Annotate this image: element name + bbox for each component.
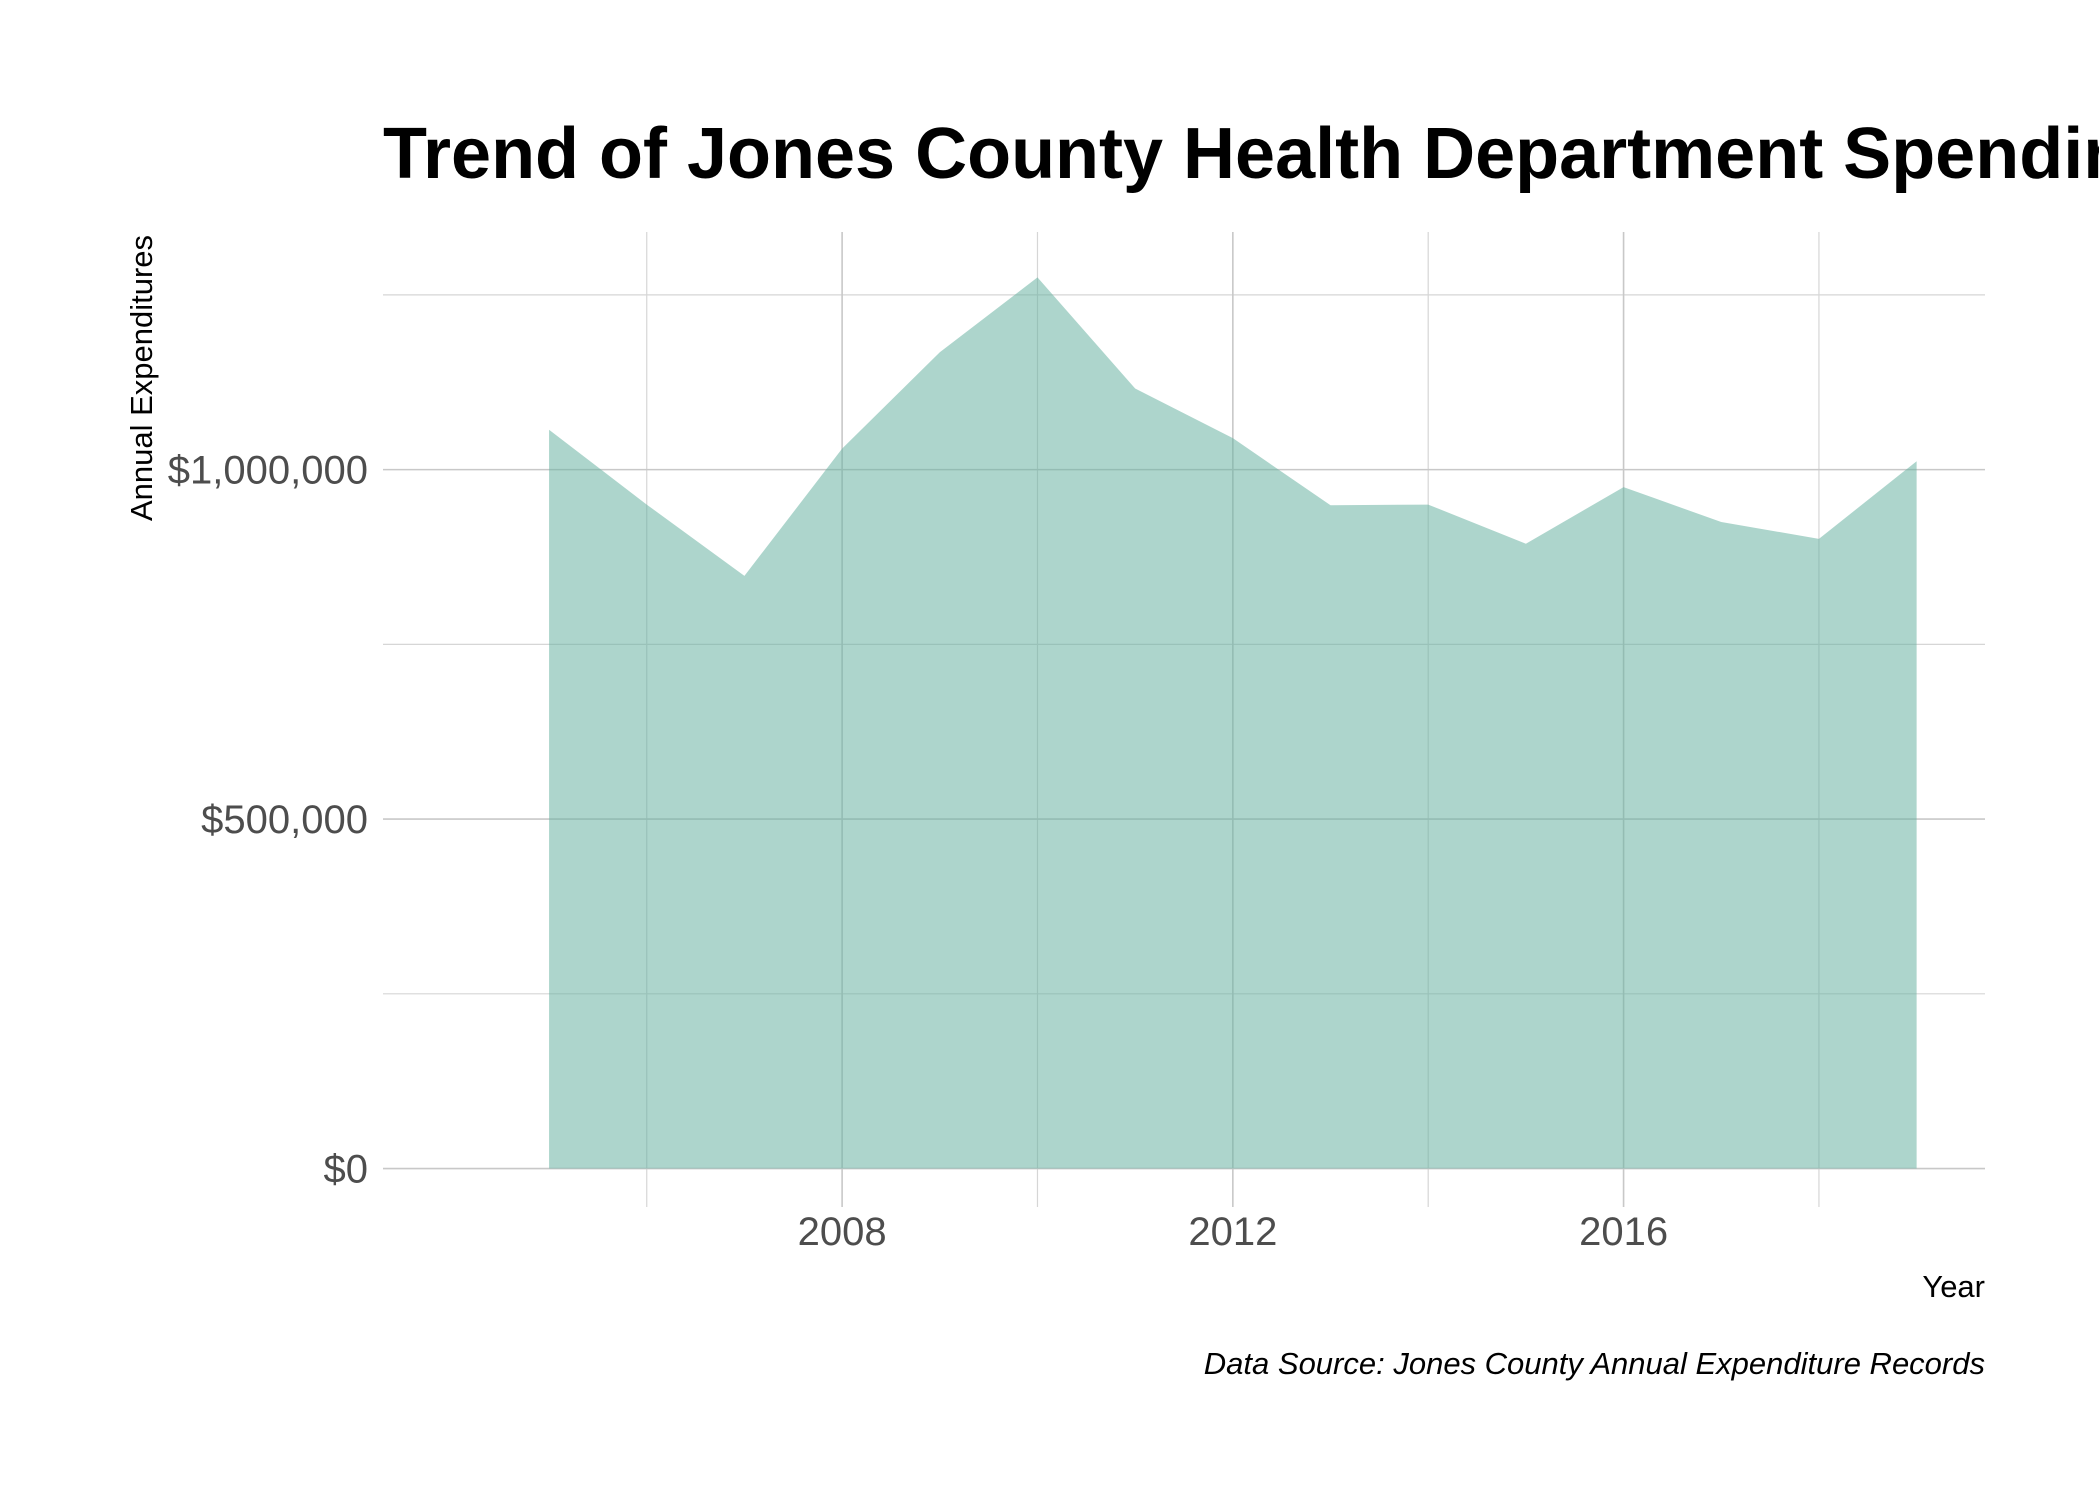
y-tick-label: $500,000 — [201, 798, 368, 842]
chart-caption: Data Source: Jones County Annual Expendi… — [1204, 1346, 1985, 1381]
y-axis-label: Annual Expenditures — [124, 235, 159, 521]
chart-title: Trend of Jones County Health Department … — [383, 114, 2099, 194]
area-series — [549, 277, 1917, 1169]
x-tick-label: 2012 — [1188, 1210, 1277, 1254]
y-tick-label: $0 — [324, 1148, 369, 1192]
x-axis-label: Year — [1922, 1269, 1985, 1304]
x-tick-label: 2016 — [1579, 1210, 1668, 1254]
area-fill — [549, 277, 1917, 1169]
y-tick-label: $1,000,000 — [168, 449, 368, 493]
x-tick-label: 2008 — [798, 1210, 887, 1254]
axis-ticks: 2008 2012 2016 $0 $500,000 $1,000,000 — [168, 449, 1668, 1254]
